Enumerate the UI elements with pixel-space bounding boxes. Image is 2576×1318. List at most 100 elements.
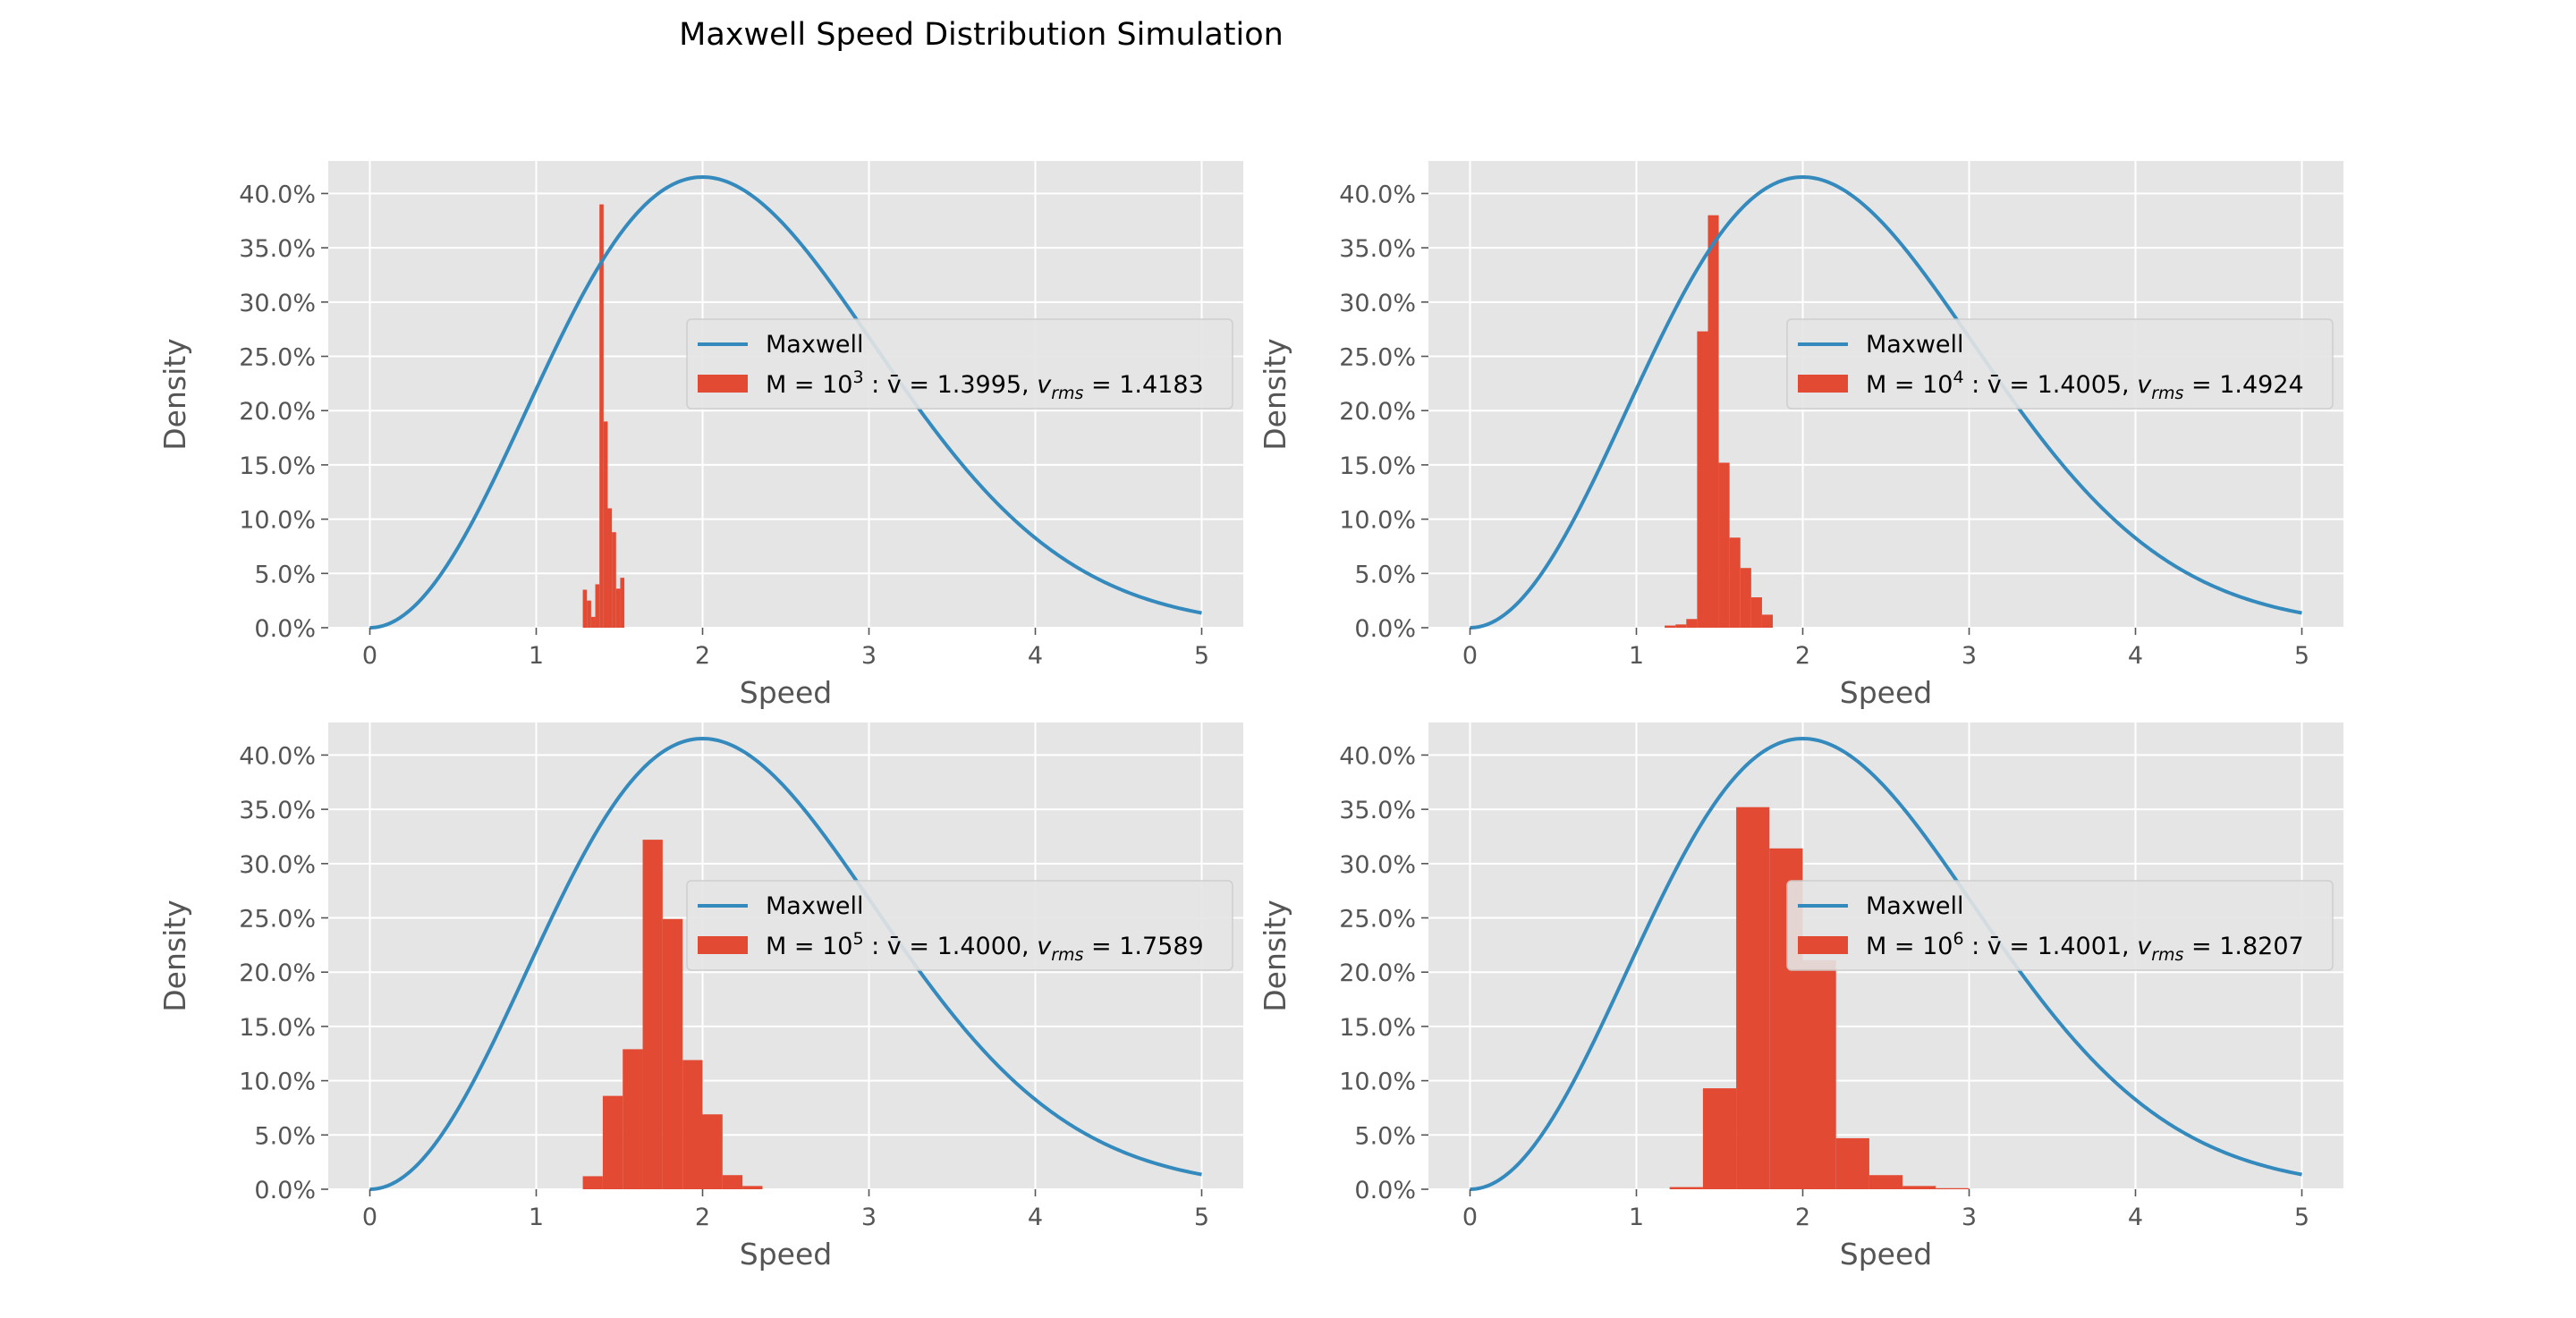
histogram-bar (582, 1176, 603, 1189)
y-tick-label: 25.0% (1339, 906, 1416, 934)
y-tick-label: 40.0% (1339, 181, 1416, 208)
histogram-bar (1697, 331, 1708, 628)
legend-mean-speed: : v̄ = 1.4005, (1964, 371, 2138, 399)
x-axis-label: Speed (1840, 675, 1932, 710)
legend-sample-size: M = 10 (1866, 933, 1953, 960)
legend-box (686, 880, 1233, 971)
histogram-bar (702, 1114, 723, 1189)
maxwell-curve (1470, 736, 2302, 1191)
y-tick-label: 25.0% (1339, 344, 1416, 372)
x-tick-label: 1 (1629, 1204, 1644, 1231)
histogram-bar (582, 589, 588, 628)
y-tick-label: 30.0% (239, 851, 316, 879)
y-tick-label: 20.0% (239, 398, 316, 426)
legend-vrms-symbol: v (1037, 933, 1052, 960)
x-tick-label: 4 (1028, 1204, 1043, 1231)
histogram-bar (1802, 959, 1836, 1189)
y-tick-label: 20.0% (239, 959, 316, 987)
histogram-bar (1750, 597, 1762, 628)
x-tick-label: 0 (362, 1204, 377, 1231)
y-tick-label: 40.0% (239, 742, 316, 770)
x-tick-label: 2 (695, 1204, 710, 1231)
legend-vrms-subscript: rms (1051, 945, 1083, 965)
histogram-bar (590, 616, 596, 628)
legend-curve-label: Maxwell (766, 892, 864, 920)
legend-curve-label: Maxwell (766, 331, 864, 359)
x-axis-label: Speed (1840, 1237, 1932, 1272)
y-tick-label: 40.0% (239, 181, 316, 208)
histogram-bar (612, 532, 616, 628)
maxwell-curve (369, 736, 1202, 1191)
legend-vrms-subscript: rms (2151, 384, 2183, 403)
histogram-bar (1729, 537, 1741, 628)
histogram-bar (599, 204, 604, 628)
histogram-bar (1675, 624, 1687, 628)
legend-vrms-symbol: v (2137, 933, 2152, 960)
histogram-bar (1761, 614, 1774, 628)
histogram-bar (1835, 1137, 1869, 1189)
histogram-bar (1707, 215, 1719, 628)
y-tick-label: 15.0% (1339, 452, 1416, 480)
legend-histogram-swatch (698, 936, 748, 954)
legend-histogram-label: M = 106 : v̄ = 1.4001, vrms = 1.8207 (1866, 929, 2304, 965)
y-tick-label: 5.0% (254, 561, 316, 588)
histogram-bar (587, 600, 591, 628)
legend-mean-speed: : v̄ = 1.4001, (1964, 933, 2138, 960)
x-axis-label: Speed (740, 675, 832, 710)
legend-histogram-label: M = 105 : v̄ = 1.4000, vrms = 1.7589 (766, 929, 1204, 965)
legend-histogram-swatch (1798, 936, 1848, 954)
y-tick-label: 15.0% (239, 1014, 316, 1042)
histogram-bar (662, 918, 683, 1189)
legend-box (686, 318, 1233, 410)
histogram-bar (607, 508, 613, 628)
y-tick-label: 5.0% (254, 1122, 316, 1150)
legend-vrms-value: = 1.4183 (1083, 371, 1203, 399)
histogram-bar (1868, 1175, 1903, 1189)
histogram-bar (642, 840, 663, 1189)
y-axis-label: Density (157, 338, 192, 450)
legend: Maxwell M = 106 : v̄ = 1.4001, vrms = 1.8… (1786, 880, 2334, 971)
x-tick-label: 0 (362, 642, 377, 670)
y-tick-label: 35.0% (1339, 797, 1416, 824)
x-tick-label: 2 (1795, 1204, 1810, 1231)
legend-sample-size: M = 10 (1866, 371, 1953, 399)
legend-vrms-value: = 1.8207 (2183, 933, 2303, 960)
histogram-bar (1718, 462, 1730, 628)
histogram-bar (620, 578, 625, 628)
histogram-bar (722, 1175, 743, 1189)
y-tick-label: 10.0% (239, 507, 316, 535)
x-tick-label: 4 (2128, 642, 2143, 670)
y-tick-label: 40.0% (1339, 742, 1416, 770)
chart-panel-top-left: 0 1 2 3 4 5 0.0% 5.0% 10.0% 15.0% 20.0% 25.0% 30.0% 3… (157, 161, 1243, 710)
histogram-bar (1686, 619, 1698, 628)
y-tick-label: 15.0% (239, 452, 316, 480)
y-tick-label: 0.0% (254, 615, 316, 643)
x-axis-label: Speed (740, 1237, 832, 1272)
y-tick-label: 25.0% (239, 906, 316, 934)
legend-box (1786, 318, 2334, 410)
histogram-bar (603, 421, 608, 628)
y-tick-label: 0.0% (1354, 615, 1416, 643)
x-tick-label: 2 (1795, 642, 1810, 670)
y-tick-label: 20.0% (1339, 959, 1416, 987)
x-tick-label: 3 (1962, 1204, 1977, 1231)
histogram-bar (1669, 1187, 1703, 1189)
legend-curve-label: Maxwell (1866, 892, 1964, 920)
y-tick-label: 10.0% (239, 1069, 316, 1096)
y-tick-label: 0.0% (1354, 1177, 1416, 1204)
y-tick-label: 35.0% (1339, 235, 1416, 263)
y-tick-label: 30.0% (1339, 851, 1416, 879)
histogram-bar (1936, 1187, 1970, 1189)
legend-histogram-swatch (698, 375, 748, 393)
legend: Maxwell M = 103 : v̄ = 1.3995, vrms = 1.4… (686, 318, 1233, 410)
legend-histogram-label: M = 103 : v̄ = 1.3995, vrms = 1.4183 (766, 368, 1204, 403)
histogram-bar (1702, 1088, 1737, 1189)
x-tick-label: 0 (1462, 1204, 1478, 1231)
y-axis-label: Density (1258, 900, 1292, 1011)
legend-sample-exponent: 4 (1953, 368, 1963, 387)
legend: Maxwell M = 104 : v̄ = 1.4005, vrms = 1.4… (1786, 318, 2334, 410)
y-tick-label: 35.0% (239, 235, 316, 263)
legend-histogram-swatch (1798, 375, 1848, 393)
legend-sample-size: M = 10 (766, 371, 852, 399)
legend: Maxwell M = 105 : v̄ = 1.4000, vrms = 1.7… (686, 880, 1233, 971)
